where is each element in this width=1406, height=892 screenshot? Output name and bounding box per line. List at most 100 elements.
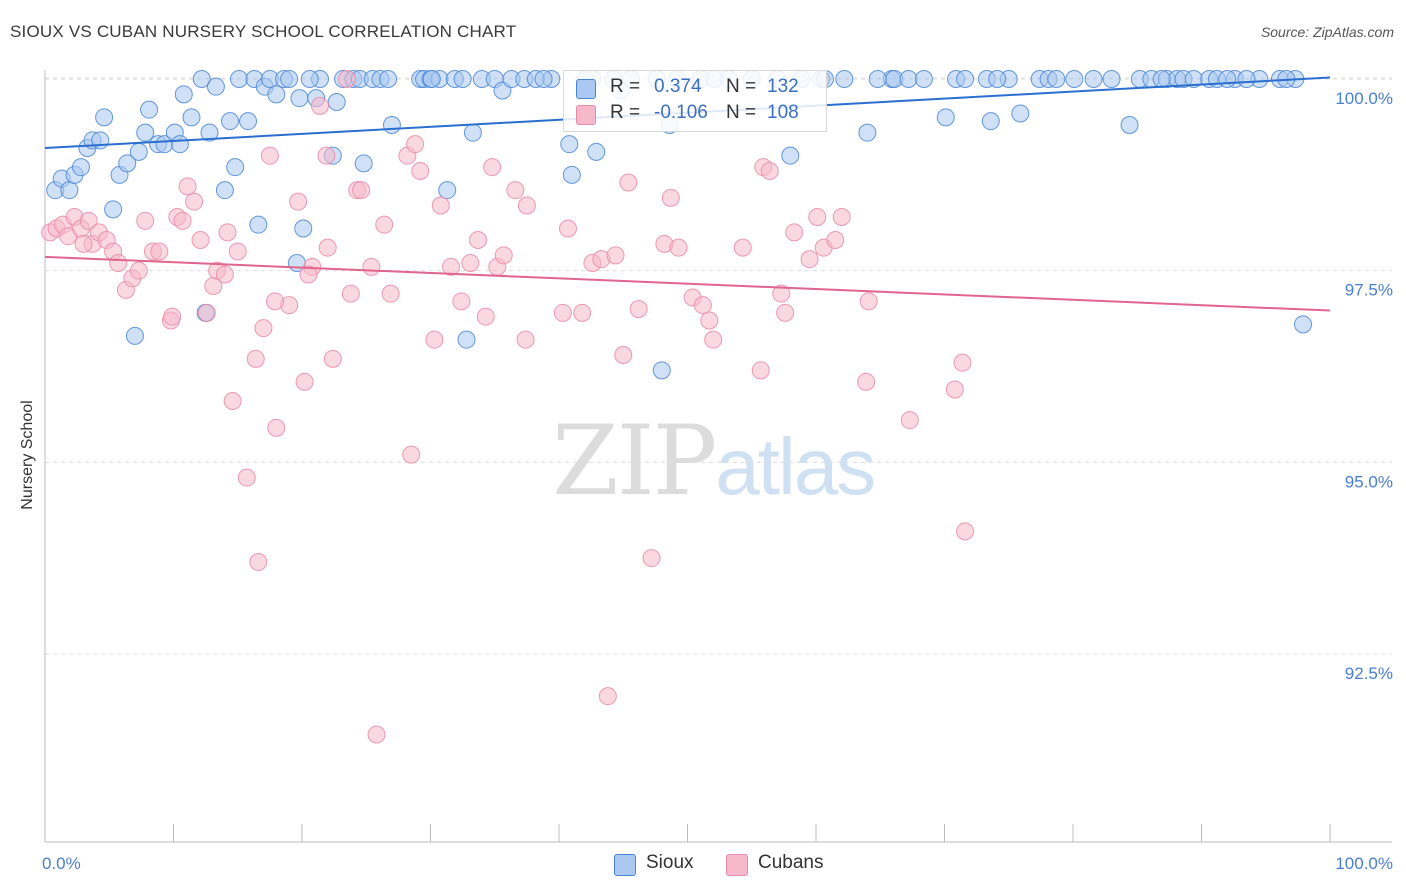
data-point-cubans xyxy=(476,307,495,326)
data-point-sioux xyxy=(988,70,1007,88)
data-point-cubans xyxy=(669,238,688,257)
data-point-cubans xyxy=(772,284,791,303)
data-point-sioux xyxy=(174,85,193,104)
data-point-sioux xyxy=(457,330,476,349)
data-point-cubans xyxy=(800,250,819,269)
data-point-sioux xyxy=(1152,70,1171,88)
data-point-cubans xyxy=(362,257,381,276)
data-point-cubans xyxy=(150,242,169,261)
data-point-cubans xyxy=(299,265,318,284)
data-point-sioux xyxy=(1102,70,1121,88)
data-point-cubans xyxy=(318,238,337,257)
data-point-cubans xyxy=(289,192,308,211)
stats-swatch-cubans xyxy=(576,105,596,125)
data-point-sioux xyxy=(379,70,398,88)
stats-r-value: -0.106 xyxy=(654,102,708,123)
data-point-sioux xyxy=(1084,70,1103,88)
data-point-sioux xyxy=(129,142,148,161)
data-point-sioux xyxy=(71,158,90,177)
data-point-cubans xyxy=(826,231,845,249)
data-point-cubans xyxy=(629,300,648,318)
data-point-cubans xyxy=(431,196,450,215)
data-point-cubans xyxy=(367,725,386,744)
data-point-sioux xyxy=(936,108,955,127)
data-point-cubans xyxy=(494,246,513,265)
data-point-sioux xyxy=(95,108,114,127)
data-point-cubans xyxy=(215,265,234,284)
data-point-cubans xyxy=(178,177,197,196)
watermark-atlas: atlas xyxy=(715,422,876,511)
data-point-sioux xyxy=(192,70,211,88)
data-point-cubans xyxy=(558,219,577,238)
data-point-sioux xyxy=(239,112,258,131)
data-point-sioux xyxy=(1065,70,1084,88)
stats-swatch-sioux xyxy=(576,79,596,99)
data-point-sioux xyxy=(290,89,309,108)
data-point-sioux xyxy=(140,100,159,119)
data-point-sioux xyxy=(422,70,441,88)
data-point-cubans xyxy=(606,246,625,265)
data-point-cubans xyxy=(267,418,286,437)
data-point-cubans xyxy=(197,303,216,322)
data-point-sioux xyxy=(249,215,268,234)
data-point-sioux xyxy=(280,70,299,88)
data-point-sioux xyxy=(956,70,975,88)
data-point-sioux xyxy=(1120,116,1139,134)
data-point-cubans xyxy=(79,211,98,230)
data-point-cubans xyxy=(381,284,400,303)
data-point-cubans xyxy=(900,411,919,430)
watermark: ZIPatlas xyxy=(552,405,876,517)
data-point-sioux xyxy=(835,70,854,88)
data-point-cubans xyxy=(74,234,93,253)
data-point-cubans xyxy=(516,330,535,349)
data-point-sioux xyxy=(136,123,155,142)
data-point-sioux xyxy=(534,70,553,88)
stats-box: R = 0.374 N = 132 R = -0.106 N = 108 xyxy=(563,70,827,132)
data-point-cubans xyxy=(661,188,680,207)
data-point-sioux xyxy=(1047,70,1066,88)
data-point-sioux xyxy=(453,70,472,88)
data-point-cubans xyxy=(402,445,421,464)
trend-line-cubans xyxy=(44,255,1331,312)
data-point-cubans xyxy=(598,687,617,706)
data-point-sioux xyxy=(1237,70,1256,88)
data-point-sioux xyxy=(230,70,249,88)
source-label: Source: ZipAtlas.com xyxy=(1260,24,1394,40)
data-point-cubans xyxy=(246,349,265,368)
data-point-cubans xyxy=(461,254,480,272)
data-point-cubans xyxy=(956,522,975,541)
stats-r-value: 0.374 xyxy=(654,76,702,97)
data-point-sioux xyxy=(781,146,800,165)
data-point-sioux xyxy=(267,85,286,104)
data-point-cubans xyxy=(185,192,204,211)
watermark-zip: ZIP xyxy=(552,405,717,517)
legend-swatch-cubans xyxy=(726,854,748,876)
data-point-cubans xyxy=(425,330,444,349)
data-point-cubans xyxy=(260,146,279,165)
data-point-cubans xyxy=(191,231,210,249)
data-point-cubans xyxy=(254,319,273,338)
data-point-cubans xyxy=(700,311,719,330)
data-point-sioux xyxy=(125,326,144,345)
stats-n-value: 132 xyxy=(767,76,799,97)
data-point-sioux xyxy=(206,77,225,96)
data-point-cubans xyxy=(237,468,256,487)
data-point-cubans xyxy=(553,303,572,322)
data-point-sioux xyxy=(60,181,79,200)
data-point-sioux xyxy=(215,181,234,200)
data-point-sioux xyxy=(560,135,579,154)
data-point-cubans xyxy=(228,242,247,261)
data-point-sioux xyxy=(914,70,933,88)
data-point-cubans xyxy=(223,392,242,410)
data-point-cubans xyxy=(751,361,770,380)
data-point-sioux xyxy=(182,108,201,127)
data-point-sioux xyxy=(170,135,189,154)
data-point-sioux xyxy=(226,158,245,177)
data-point-sioux xyxy=(652,361,671,380)
data-point-sioux xyxy=(858,123,877,142)
data-point-cubans xyxy=(776,303,795,322)
data-point-sioux xyxy=(294,219,313,238)
data-point-cubans xyxy=(642,549,661,568)
data-point-sioux xyxy=(354,154,373,173)
